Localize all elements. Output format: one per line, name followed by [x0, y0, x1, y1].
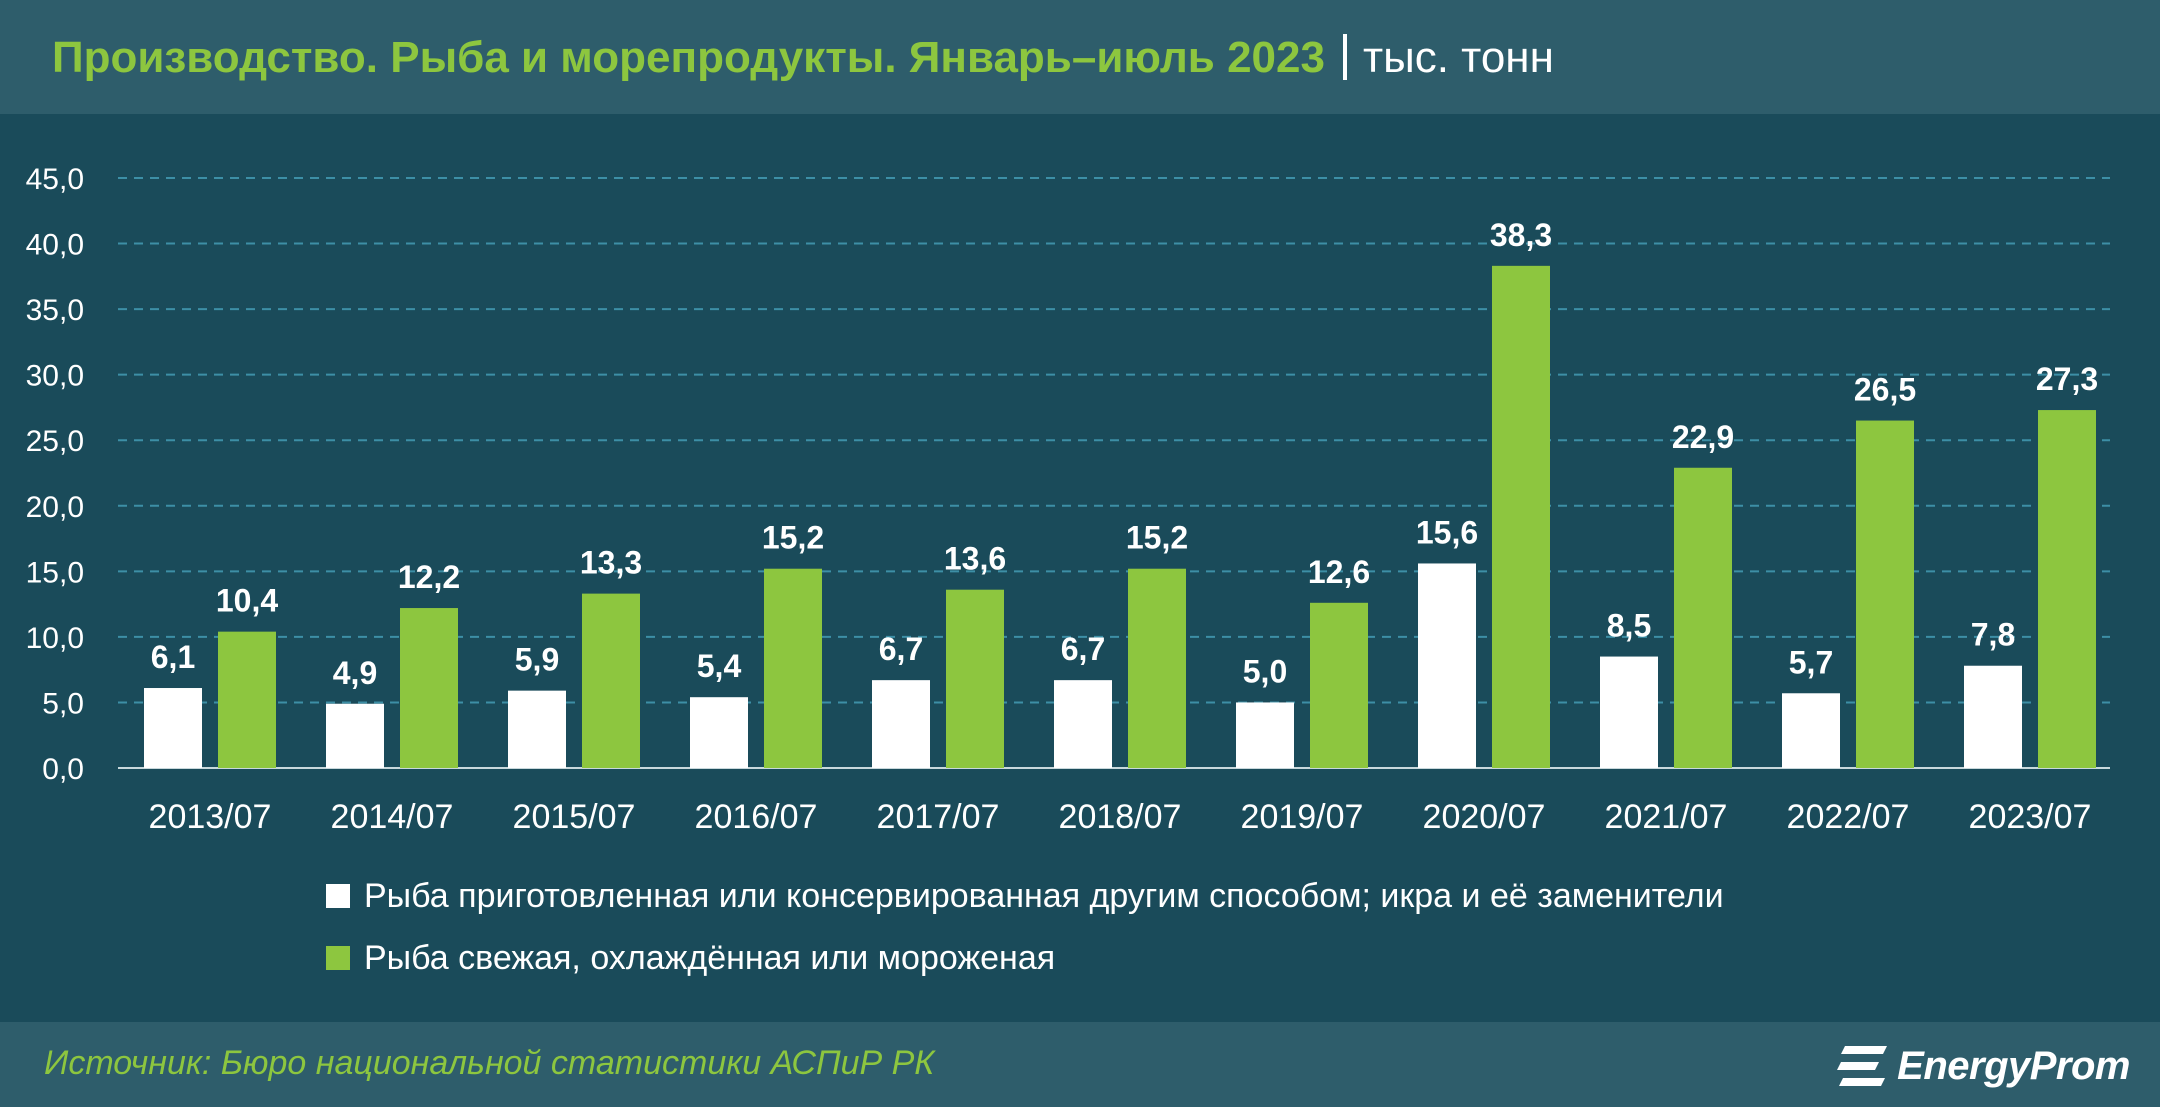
bar-fresh: [764, 568, 822, 768]
data-label: 12,2: [398, 559, 460, 595]
data-label: 13,6: [944, 541, 1006, 577]
legend-item-fresh: Рыба свежая, охлаждённая или мороженая: [326, 938, 1724, 978]
source-note: Источник: Бюро национальной статистики А…: [44, 1044, 935, 1082]
legend-swatch-fresh: [326, 946, 350, 970]
data-label: 5,9: [515, 642, 559, 678]
header-band: Производство. Рыба и морепродукты. Январ…: [0, 0, 2160, 114]
title-separator: [1342, 34, 1347, 81]
bar-prepared: [690, 697, 748, 768]
y-tick-label: 35,0: [26, 294, 84, 327]
unit-label: тыс. тонн: [1362, 33, 1554, 82]
y-tick-label: 25,0: [26, 425, 84, 458]
chart-title: Производство. Рыба и морепродукты. Январ…: [52, 28, 1554, 88]
x-tick-label: 2014/07: [331, 798, 454, 836]
bar-fresh: [1492, 265, 1550, 768]
data-label: 15,2: [762, 520, 824, 556]
y-tick-label: 15,0: [26, 556, 84, 589]
x-tick-label: 2023/07: [1969, 798, 2092, 836]
y-tick-label: 40,0: [26, 229, 84, 262]
y-tick-label: 30,0: [26, 360, 84, 393]
bar-prepared: [1418, 563, 1476, 768]
y-tick-label: 5,0: [42, 687, 84, 720]
bar-prepared: [508, 690, 566, 768]
bar-chart: 0,0 5,0 10,0 15,0 20,0 25,0 30,0 35,0 40,0 45,0 6,…: [26, 163, 2110, 836]
data-label: 8,5: [1607, 608, 1651, 644]
data-label: 27,3: [2036, 361, 2098, 397]
data-label: 38,3: [1490, 217, 1552, 253]
x-tick-label: 2013/07: [149, 798, 272, 836]
bar-fresh: [1128, 568, 1186, 768]
y-tick-label: 20,0: [26, 491, 84, 524]
data-label: 12,6: [1308, 554, 1370, 590]
data-label: 6,1: [151, 639, 195, 675]
x-tick-label: 2020/07: [1423, 798, 1546, 836]
energyprom-logo: EnergyProm: [1835, 1036, 2130, 1096]
data-label: 22,9: [1672, 419, 1734, 455]
x-tick-label: 2015/07: [513, 798, 636, 836]
legend-label-fresh: Рыба свежая, охлаждённая или мороженая: [364, 938, 1056, 977]
bar-fresh: [946, 589, 1004, 768]
data-label: 5,0: [1243, 653, 1287, 689]
bar-fresh: [1674, 467, 1732, 768]
legend: Рыба приготовленная или консервированная…: [326, 876, 1724, 1000]
data-label: 15,6: [1416, 514, 1478, 550]
x-tick-label: 2016/07: [695, 798, 818, 836]
bar-prepared: [1782, 693, 1840, 768]
bar-fresh: [1856, 420, 1914, 768]
data-label: 5,4: [697, 648, 742, 684]
bar-fresh: [218, 631, 276, 768]
y-tick-label: 0,0: [42, 753, 84, 786]
data-label: 6,7: [879, 631, 923, 667]
title-text: Производство. Рыба и морепродукты. Январ…: [52, 33, 1325, 82]
x-tick-label: 2021/07: [1605, 798, 1728, 836]
data-label: 4,9: [333, 655, 377, 691]
bar-prepared: [326, 703, 384, 768]
legend-swatch-prepared: [326, 884, 350, 908]
data-label: 7,8: [1971, 617, 2015, 653]
x-tick-label: 2018/07: [1059, 798, 1182, 836]
bar-prepared: [872, 680, 930, 768]
bar-fresh: [400, 608, 458, 768]
logo-text: EnergyProm: [1897, 1043, 2130, 1088]
bar-fresh: [2038, 410, 2096, 768]
data-label: 26,5: [1854, 372, 1916, 408]
y-tick-label: 45,0: [26, 163, 84, 196]
bar-prepared: [1054, 680, 1112, 768]
x-tick-label: 2017/07: [877, 798, 1000, 836]
energyprom-logo-icon: [1837, 1046, 1888, 1086]
data-label: 10,4: [216, 583, 278, 619]
y-tick-label: 10,0: [26, 622, 84, 655]
bar-prepared: [144, 688, 202, 768]
data-label: 13,3: [580, 545, 642, 581]
legend-label-prepared: Рыба приготовленная или консервированная…: [364, 876, 1724, 915]
data-label: 5,7: [1789, 644, 1833, 680]
data-label: 15,2: [1126, 520, 1188, 556]
x-tick-label: 2022/07: [1787, 798, 1910, 836]
bar-fresh: [582, 593, 640, 768]
bar-prepared: [1964, 665, 2022, 768]
footer-band: Источник: Бюро национальной статистики А…: [0, 1022, 2160, 1107]
bar-prepared: [1600, 656, 1658, 768]
data-label: 6,7: [1061, 631, 1105, 667]
x-tick-label: 2019/07: [1241, 798, 1364, 836]
bar-fresh: [1310, 602, 1368, 768]
bar-prepared: [1236, 702, 1294, 768]
legend-item-prepared: Рыба приготовленная или консервированная…: [326, 876, 1724, 916]
